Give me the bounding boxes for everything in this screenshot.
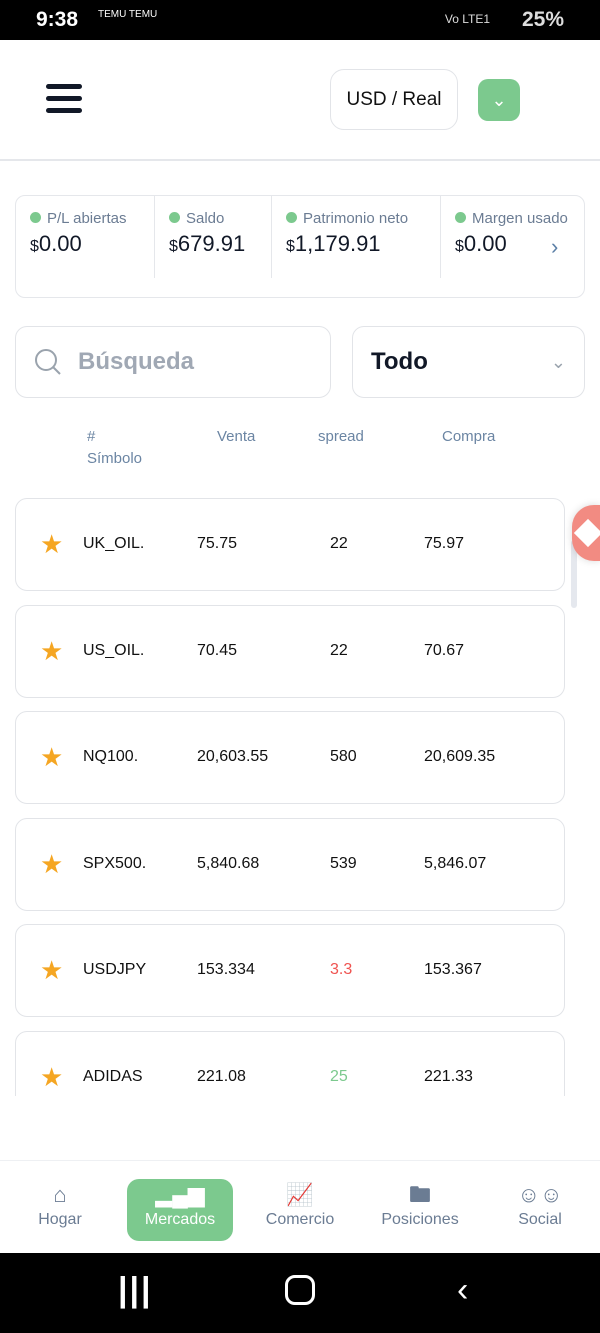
nav-hogar[interactable]: ⌂ Hogar bbox=[7, 1179, 113, 1241]
spread: 580 bbox=[330, 748, 357, 766]
account-selector[interactable]: USD / Real bbox=[330, 69, 458, 130]
category-filter[interactable]: Todo ⌄ bbox=[352, 326, 585, 398]
buy-price[interactable]: 221.33 bbox=[424, 1068, 473, 1085]
search-input[interactable]: Búsqueda bbox=[15, 326, 331, 398]
star-icon[interactable]: ★ bbox=[40, 635, 64, 666]
hamburger-menu-icon[interactable] bbox=[46, 84, 82, 114]
buy-price[interactable]: 70.67 bbox=[424, 641, 465, 659]
col-header-symbol: Símbolo bbox=[87, 450, 143, 467]
clock: 9:38 bbox=[36, 8, 79, 31]
scrollbar[interactable] bbox=[571, 540, 577, 608]
market-row[interactable]: ★ UK_OIL. 75.75 22 75.97 bbox=[15, 498, 565, 591]
nav-posiciones[interactable]: 🖿 Posiciones bbox=[367, 1179, 473, 1241]
market-row[interactable]: ★ ADIDAS 221.08 25 221.33 bbox=[15, 1031, 565, 1096]
nav-label: Social bbox=[518, 1211, 562, 1228]
back-icon[interactable]: ‹ bbox=[457, 1271, 469, 1309]
network-indicator: Vo LTE1 bbox=[444, 12, 490, 26]
buy-price[interactable]: 153.367 bbox=[424, 961, 482, 979]
sell-price[interactable]: 70.45 bbox=[197, 641, 238, 659]
home-button-icon[interactable] bbox=[285, 1275, 315, 1305]
battery-level: 25% bbox=[521, 8, 564, 31]
spread: 539 bbox=[330, 854, 357, 872]
buy-price[interactable]: 75.97 bbox=[424, 535, 465, 552]
market-row[interactable]: ★ USDJPY 153.334 3.3 153.367 bbox=[15, 924, 565, 1018]
col-header-sell: Venta bbox=[217, 428, 256, 445]
nav-label: Comercio bbox=[265, 1211, 335, 1228]
symbol: UK_OIL. bbox=[83, 535, 145, 552]
nav-label: Posiciones bbox=[381, 1211, 459, 1228]
trade-chart-icon: 📈 bbox=[286, 1182, 314, 1207]
nav-comercio[interactable]: 📈 Comercio bbox=[247, 1179, 353, 1241]
bar-chart-icon: ▂▄▆ bbox=[155, 1182, 205, 1207]
summary-balance: Saldo $679.91 bbox=[155, 196, 272, 278]
summary-margin-used: Margen usado $0.00 bbox=[441, 196, 583, 278]
spread: 25 bbox=[330, 1068, 348, 1085]
nav-social[interactable]: ☺☺ Social bbox=[487, 1179, 593, 1241]
folder-icon: 🖿 bbox=[408, 1182, 431, 1207]
nav-label: Mercados bbox=[144, 1211, 216, 1228]
symbol: US_OIL. bbox=[83, 641, 145, 659]
nav-mercados[interactable]: ▂▄▆ Mercados bbox=[127, 1179, 233, 1241]
star-icon[interactable]: ★ bbox=[40, 1062, 64, 1092]
col-header-spread: spread bbox=[318, 428, 364, 445]
symbol: NQ100. bbox=[83, 748, 139, 766]
sell-price[interactable]: 221.08 bbox=[197, 1068, 246, 1085]
chevron-down-icon[interactable]: ⌄ bbox=[478, 79, 520, 121]
sell-price[interactable]: 153.334 bbox=[197, 961, 255, 979]
sell-price[interactable]: 75.75 bbox=[197, 535, 238, 552]
diamond-icon bbox=[573, 518, 600, 548]
summary-open-pl: P/L abiertas $0.00 bbox=[16, 196, 155, 278]
notification-icons: TEMU TEMU bbox=[98, 9, 158, 20]
recent-apps-icon[interactable]: ||| bbox=[118, 1271, 153, 1309]
buy-price[interactable]: 20,609.35 bbox=[424, 748, 496, 766]
chevron-right-icon[interactable]: › bbox=[551, 234, 559, 259]
users-icon: ☺☺ bbox=[517, 1182, 563, 1207]
sell-price[interactable]: 20,603.55 bbox=[197, 748, 269, 766]
summary-equity: Patrimonio neto $1,179.91 bbox=[272, 196, 441, 278]
spread: 22 bbox=[330, 641, 348, 659]
bottom-nav: ⌂ Hogar ▂▄▆ Mercados 📈 Comercio 🖿 Posiciones ☺☺ S… bbox=[0, 1160, 600, 1253]
market-row[interactable]: ★ US_OIL. 70.45 22 70.67 bbox=[15, 604, 565, 698]
market-list: ★ UK_OIL. 75.75 22 75.97 ★ US_OIL. 70.45 … bbox=[0, 490, 600, 1096]
col-header-buy: Compra bbox=[442, 428, 496, 445]
star-icon[interactable]: ★ bbox=[40, 742, 64, 773]
spread: 22 bbox=[330, 535, 348, 552]
status-bar: 9:38 TEMU TEMU Vo LTE1 25% bbox=[0, 0, 600, 40]
chevron-down-icon: ⌄ bbox=[550, 351, 566, 372]
market-row[interactable]: ★ SPX500. 5,840.68 539 5,846.07 bbox=[15, 817, 565, 911]
star-icon[interactable]: ★ bbox=[40, 848, 64, 879]
star-icon[interactable]: ★ bbox=[40, 955, 64, 986]
market-row[interactable]: ★ NQ100. 20,603.55 580 20,609.35 bbox=[15, 711, 565, 805]
search-icon bbox=[35, 349, 61, 375]
col-header-hash: # bbox=[87, 428, 96, 445]
star-icon[interactable]: ★ bbox=[40, 529, 64, 559]
symbol: ADIDAS bbox=[83, 1068, 143, 1085]
header: USD / Real ⌄ bbox=[0, 40, 600, 161]
sell-price[interactable]: 5,840.68 bbox=[197, 854, 260, 872]
spread: 3.3 bbox=[330, 961, 353, 979]
nav-label: Hogar bbox=[38, 1211, 82, 1228]
symbol: SPX500. bbox=[83, 854, 147, 872]
account-summary: P/L abiertas $0.00 Saldo $679.91 Patrimo… bbox=[15, 195, 585, 298]
system-nav: ||| ‹ bbox=[0, 1253, 600, 1333]
symbol: USDJPY bbox=[83, 961, 147, 979]
buy-price[interactable]: 5,846.07 bbox=[424, 854, 487, 872]
home-icon: ⌂ bbox=[53, 1182, 67, 1207]
floating-action-button[interactable] bbox=[572, 505, 600, 561]
